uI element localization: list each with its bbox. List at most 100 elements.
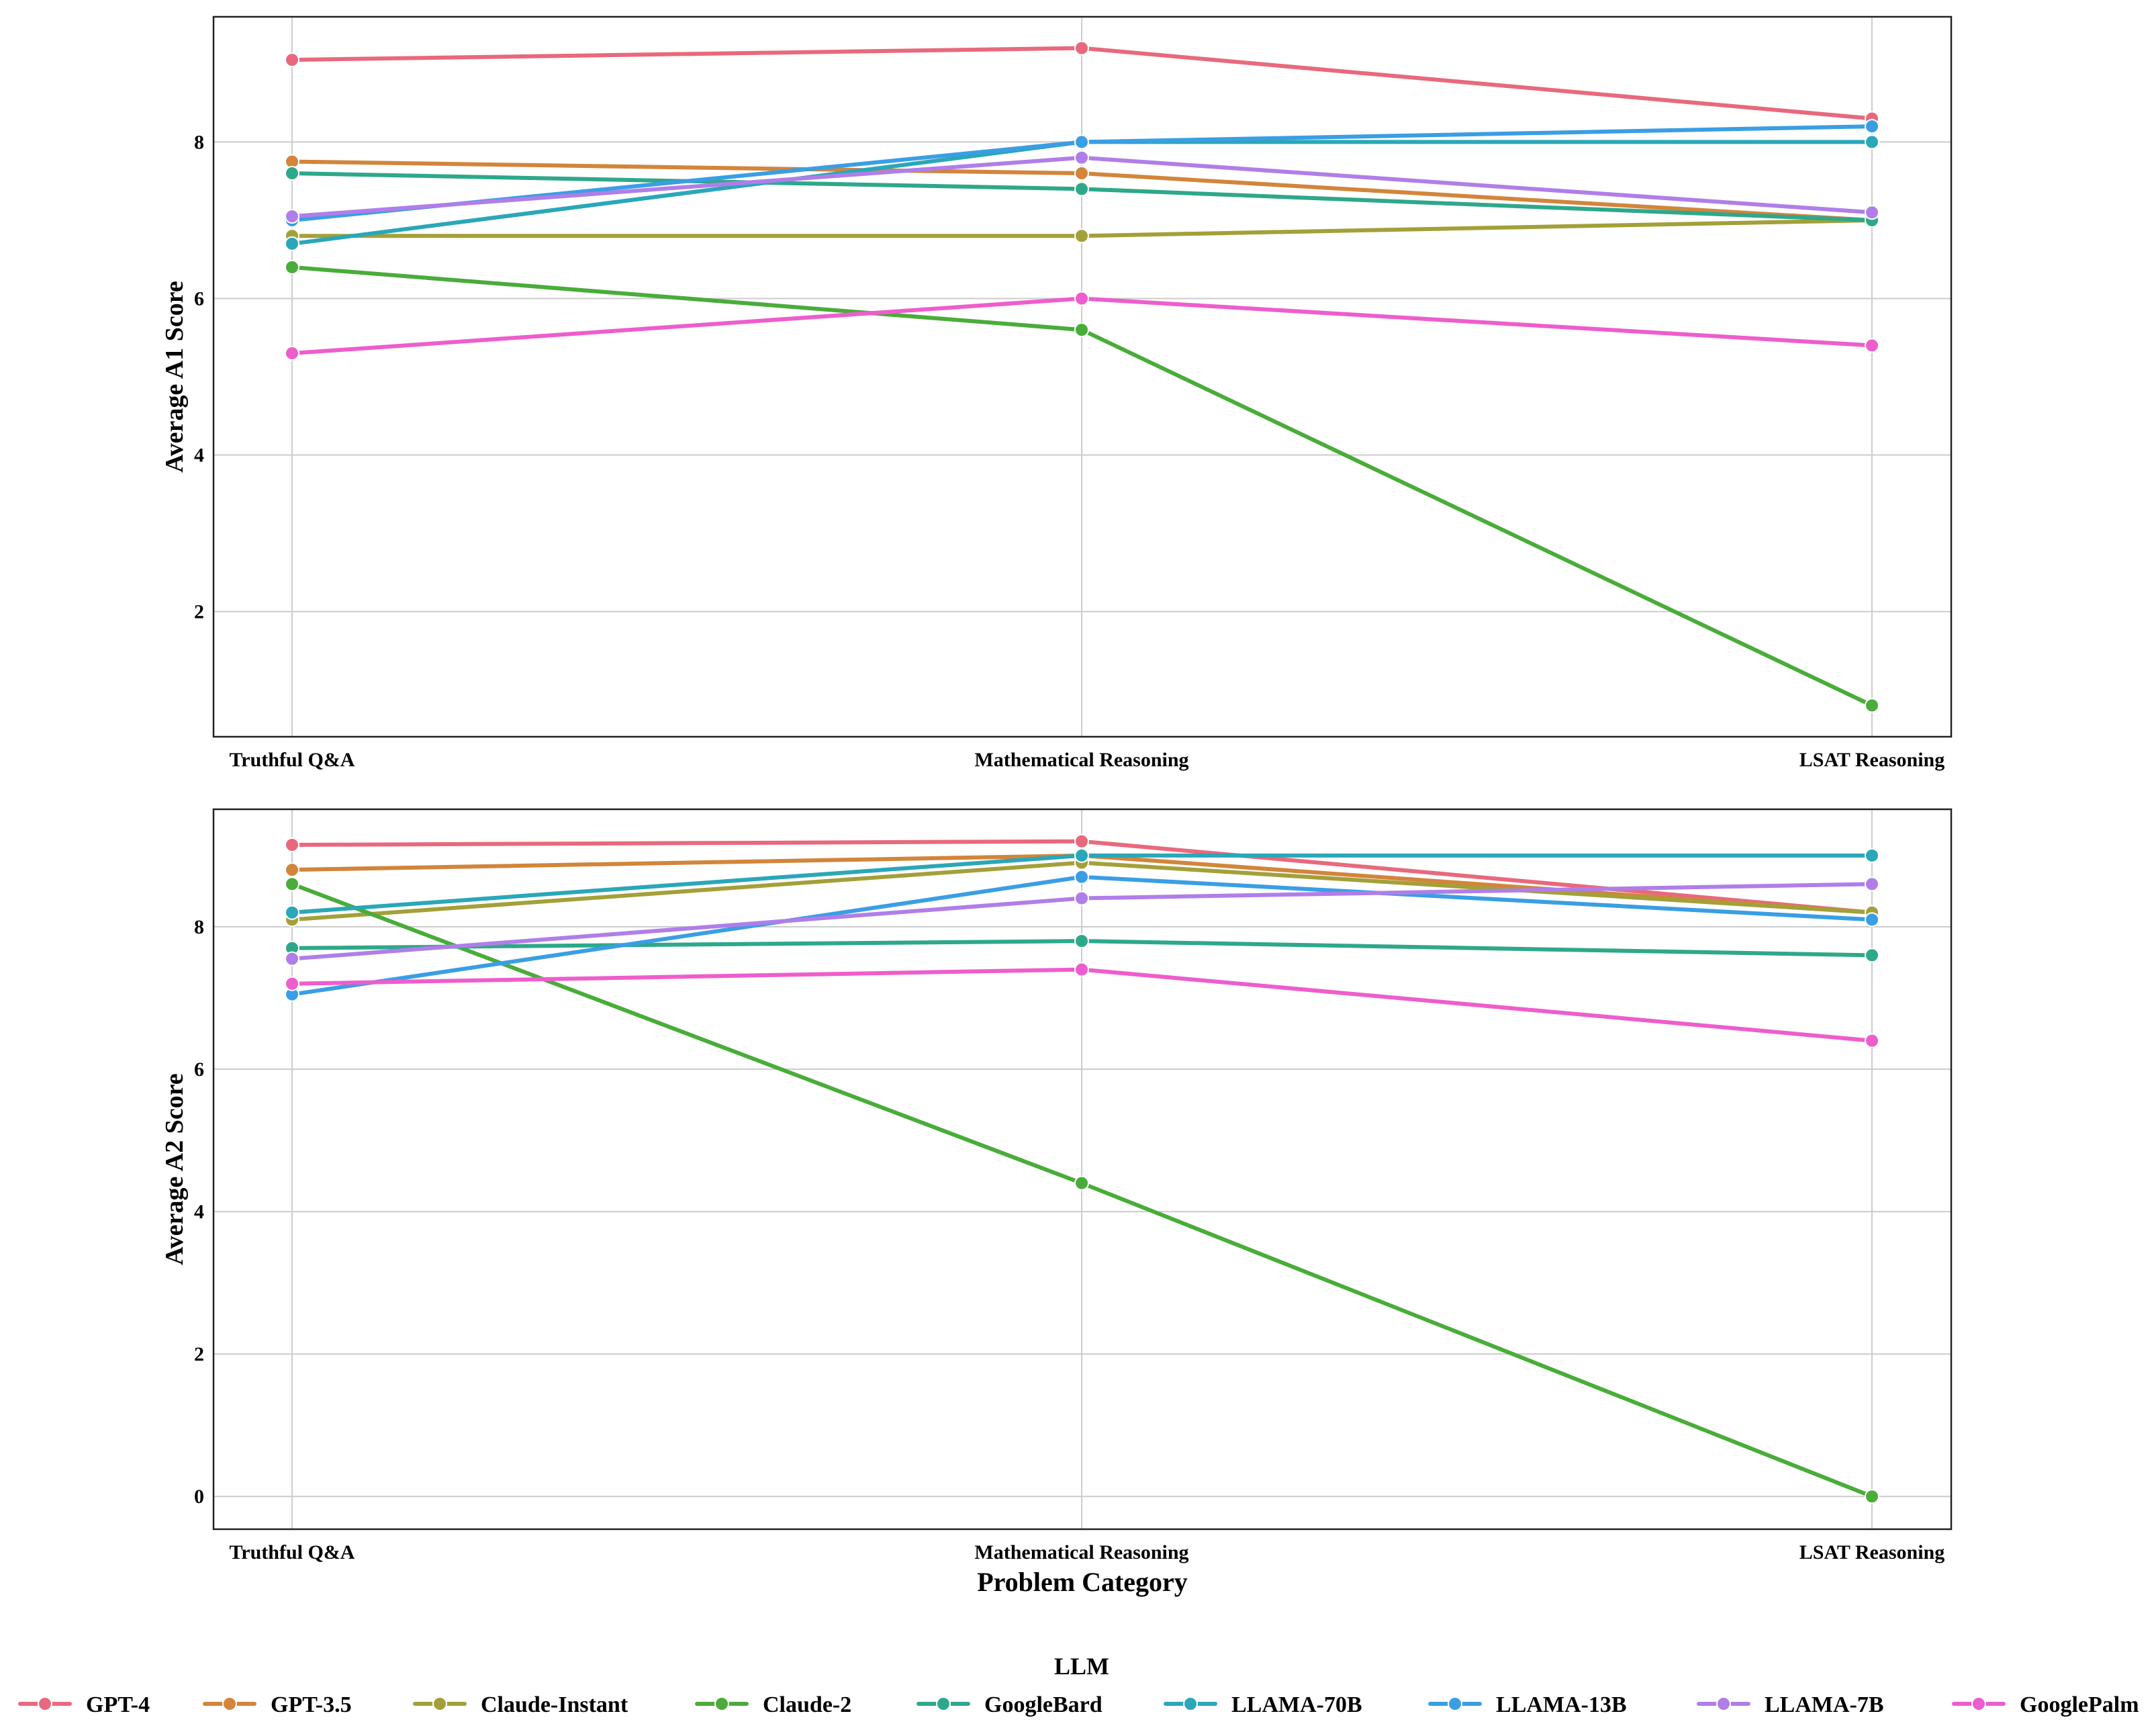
legend-swatch-marker-llama-70b [1183, 1696, 1198, 1711]
point-claude-2-lsat-reasoning [1865, 1489, 1879, 1504]
legend-label-claude-2: Claude-2 [763, 1692, 851, 1717]
y-tick-label-6: 6 [194, 1058, 204, 1081]
point-claude-instant-mathematical-reasoning [1074, 228, 1089, 244]
x-tick-label-truthful-q-a: Truthful Q&A [230, 749, 355, 771]
legend: LLM GPT-4 GPT-3.5 Claude-Instant Claude-2 Goo… [18, 1653, 2139, 1717]
point-llama-7b-truthful-q-a [285, 209, 299, 224]
point-llama-7b-truthful-q-a [285, 951, 299, 966]
point-llama-13b-lsat-reasoning [1865, 119, 1879, 134]
legend-item-llama-7b: LLAMA-7B [1697, 1692, 1884, 1717]
x-tick-label-lsat-reasoning: LSAT Reasoning [1799, 749, 1944, 771]
y-tick-label-2: 2 [194, 1343, 204, 1365]
legend-item-gpt-4: GPT-4 [18, 1692, 150, 1717]
point-claude-2-mathematical-reasoning [1074, 1175, 1089, 1191]
y-tick-label-2: 2 [194, 601, 204, 623]
point-llama-70b-truthful-q-a [285, 905, 299, 920]
legend-swatch-marker-claude-instant [432, 1696, 447, 1711]
series-claude-2 [285, 876, 1879, 1504]
point-llama-70b-lsat-reasoning [1865, 134, 1879, 150]
legend-item-googlebard: GoogleBard [917, 1692, 1103, 1717]
x-tick-label-mathematical-reasoning: Mathematical Reasoning [974, 749, 1188, 771]
point-gpt-4-mathematical-reasoning [1074, 833, 1089, 849]
legend-title: LLM [1054, 1653, 1109, 1680]
point-claude-2-truthful-q-a [285, 876, 299, 892]
point-llama-7b-lsat-reasoning [1865, 876, 1879, 892]
x-tick-label-lsat-reasoning: LSAT Reasoning [1799, 1541, 1944, 1563]
point-gpt-4-mathematical-reasoning [1074, 40, 1089, 56]
point-googlebard-mathematical-reasoning [1074, 934, 1089, 949]
legend-label-llama-70b: LLAMA-70B [1231, 1692, 1362, 1717]
legend-label-claude-instant: Claude-Instant [481, 1692, 628, 1717]
legend-item-claude-2: Claude-2 [695, 1692, 851, 1717]
series-llama-13b [285, 869, 1879, 1002]
y-tick-label-4: 4 [194, 445, 204, 467]
y-tick-label-8: 8 [194, 131, 204, 153]
point-googlebard-mathematical-reasoning [1074, 181, 1089, 197]
panel-1: 2 4 6 8 Truthful Q&A Mathematical Reasoning LS… [160, 15, 1953, 771]
point-googlepalm-mathematical-reasoning [1074, 291, 1089, 306]
point-googlebard-truthful-q-a [285, 166, 299, 181]
plot-frame [212, 15, 1953, 738]
y-tick-label-6: 6 [194, 287, 204, 310]
point-googlepalm-truthful-q-a [285, 976, 299, 991]
legend-item-claude-instant: Claude-Instant [413, 1692, 628, 1717]
legend-item-gpt-3-5: GPT-3.5 [203, 1692, 352, 1717]
legend-label-googlepalm: GooglePalm [2020, 1692, 2139, 1717]
legend-label-gpt-4: GPT-4 [86, 1692, 150, 1717]
x-axis-label: Problem Category [977, 1567, 1188, 1597]
series-llama-70b [285, 848, 1879, 920]
x-tick-label-mathematical-reasoning: Mathematical Reasoning [974, 1541, 1188, 1563]
point-gpt-3-5-mathematical-reasoning [1074, 166, 1089, 181]
y-tick-label-4: 4 [194, 1201, 204, 1223]
point-llama-70b-mathematical-reasoning [1074, 848, 1089, 863]
legend-label-llama-7b: LLAMA-7B [1765, 1692, 1884, 1717]
y-axis-label: Average A1 Score [160, 281, 189, 473]
legend-swatch-marker-googlepalm [1971, 1696, 1986, 1711]
legend-item-googlepalm: GooglePalm [1952, 1692, 2139, 1717]
y-tick-label-0: 0 [194, 1486, 204, 1508]
y-tick-label-8: 8 [194, 916, 204, 938]
point-llama-7b-lsat-reasoning [1865, 205, 1879, 220]
plot-frame [212, 808, 1953, 1531]
legend-label-googlebard: GoogleBard [984, 1692, 1103, 1717]
legend-swatch-marker-llama-7b [1716, 1696, 1731, 1711]
point-llama-70b-truthful-q-a [285, 236, 299, 251]
legend-swatch-marker-gpt-3-5 [222, 1696, 237, 1711]
x-tick-label-truthful-q-a: Truthful Q&A [230, 1541, 355, 1563]
legend-swatch-marker-gpt-4 [38, 1696, 52, 1711]
series-claude-2 [285, 259, 1879, 713]
legend-swatch-marker-llama-13b [1448, 1696, 1462, 1711]
point-gpt-3-5-truthful-q-a [285, 862, 299, 878]
legend-label-llama-13b: LLAMA-13B [1496, 1692, 1627, 1717]
series-googlepalm [285, 291, 1879, 361]
point-llama-70b-lsat-reasoning [1865, 848, 1879, 863]
point-llama-13b-mathematical-reasoning [1074, 869, 1089, 884]
legend-swatch-marker-claude-2 [714, 1696, 729, 1711]
panel-2: 0 2 4 6 8 Truthful Q&A Mathematical Reasoning L… [160, 808, 1953, 1597]
point-gpt-4-truthful-q-a [285, 837, 299, 853]
series-googlebard [285, 934, 1879, 963]
point-claude-2-truthful-q-a [285, 259, 299, 275]
point-claude-2-lsat-reasoning [1865, 698, 1879, 713]
point-llama-7b-mathematical-reasoning [1074, 150, 1089, 165]
series-llama-7b [285, 876, 1879, 966]
point-gpt-4-truthful-q-a [285, 52, 299, 68]
point-llama-13b-lsat-reasoning [1865, 912, 1879, 927]
y-axis-label: Average A2 Score [160, 1073, 189, 1265]
legend-item-llama-13b: LLAMA-13B [1428, 1692, 1627, 1717]
point-googlepalm-lsat-reasoning [1865, 1033, 1879, 1048]
point-claude-2-mathematical-reasoning [1074, 322, 1089, 338]
legend-swatch-marker-googlebard [936, 1696, 951, 1711]
point-googlepalm-mathematical-reasoning [1074, 962, 1089, 977]
series-googlepalm [285, 962, 1879, 1048]
series-llama-7b [285, 150, 1879, 224]
legend-item-llama-70b: LLAMA-70B [1164, 1692, 1362, 1717]
point-googlebard-lsat-reasoning [1865, 948, 1879, 963]
point-googlepalm-lsat-reasoning [1865, 338, 1879, 353]
series-gpt-4 [285, 40, 1879, 126]
legend-label-gpt-3-5: GPT-3.5 [271, 1692, 352, 1717]
point-llama-7b-mathematical-reasoning [1074, 891, 1089, 906]
point-llama-13b-mathematical-reasoning [1074, 134, 1089, 150]
